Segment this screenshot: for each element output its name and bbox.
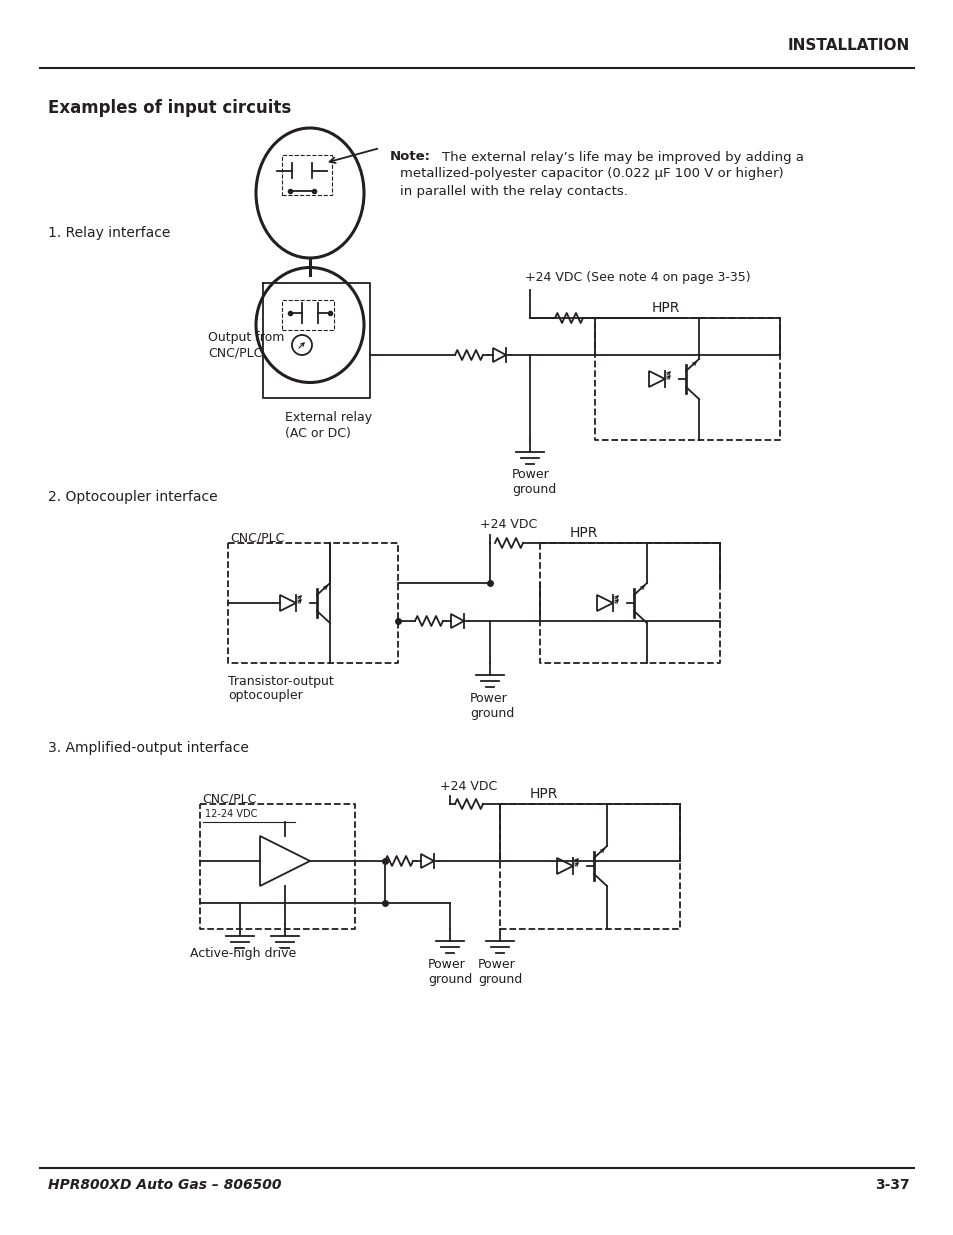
Text: 3. Amplified-output interface: 3. Amplified-output interface <box>48 741 249 755</box>
Text: 12-24 VDC: 12-24 VDC <box>205 809 257 819</box>
Text: 2. Optocoupler interface: 2. Optocoupler interface <box>48 490 217 504</box>
Text: External relay: External relay <box>285 411 372 425</box>
Text: CNC/PLC: CNC/PLC <box>202 793 256 805</box>
Text: Examples of input circuits: Examples of input circuits <box>48 99 291 117</box>
Text: in parallel with the relay contacts.: in parallel with the relay contacts. <box>399 184 627 198</box>
Text: Output from: Output from <box>208 331 284 345</box>
Text: ground: ground <box>428 972 472 986</box>
Text: CNC/PLC: CNC/PLC <box>208 347 262 359</box>
Text: Note:: Note: <box>390 151 431 163</box>
Text: 1. Relay interface: 1. Relay interface <box>48 226 171 240</box>
Text: HPR: HPR <box>651 301 679 315</box>
Text: HPR: HPR <box>530 787 558 802</box>
Text: ground: ground <box>512 483 556 496</box>
Text: The external relay’s life may be improved by adding a: The external relay’s life may be improve… <box>441 151 803 163</box>
Text: INSTALLATION: INSTALLATION <box>787 37 909 53</box>
Text: HPR800XD Auto Gas – 806500: HPR800XD Auto Gas – 806500 <box>48 1178 281 1192</box>
Text: Transistor-output: Transistor-output <box>228 674 334 688</box>
Text: +24 VDC: +24 VDC <box>439 779 497 793</box>
Bar <box>282 300 334 330</box>
Text: HPR: HPR <box>569 526 598 540</box>
Text: +24 VDC: +24 VDC <box>479 519 537 531</box>
Text: Power: Power <box>512 468 549 482</box>
Text: CNC/PLC: CNC/PLC <box>230 531 284 545</box>
Text: (AC or DC): (AC or DC) <box>285 426 351 440</box>
Text: optocoupler: optocoupler <box>228 689 302 703</box>
Bar <box>282 156 332 195</box>
Text: Power: Power <box>428 957 465 971</box>
Text: metallized-polyester capacitor (0.022 μF 100 V or higher): metallized-polyester capacitor (0.022 μF… <box>399 168 782 180</box>
Text: ground: ground <box>470 706 514 720</box>
Text: Power: Power <box>477 957 516 971</box>
Text: ground: ground <box>477 972 521 986</box>
Text: 3-37: 3-37 <box>875 1178 909 1192</box>
Text: Power: Power <box>470 692 507 704</box>
Text: +24 VDC (See note 4 on page 3-35): +24 VDC (See note 4 on page 3-35) <box>524 272 750 284</box>
Text: Active-high drive: Active-high drive <box>190 947 296 961</box>
